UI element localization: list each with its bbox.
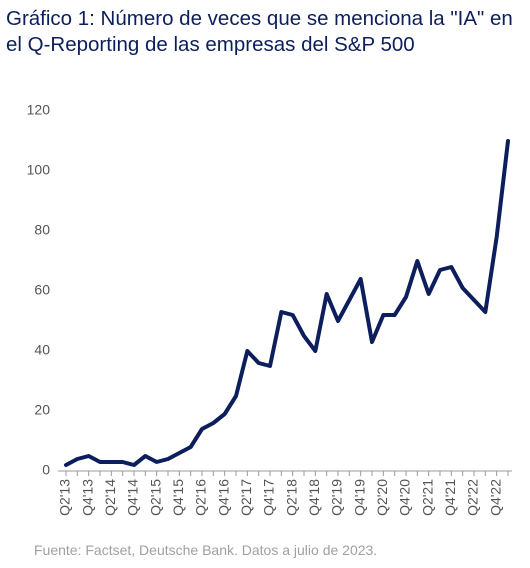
x-tick-label: Q4'20 <box>397 479 413 516</box>
chart: 0 20 40 60 80 100 120 Q2'13 Q4'13 Q2'14 Q4'14 Q2'15… <box>27 102 512 516</box>
x-tick-label: Q2'21 <box>419 479 435 516</box>
x-tick-label: Q4'17 <box>261 479 277 516</box>
y-tick-label: 100 <box>27 162 51 178</box>
x-tick-label: Q4'19 <box>351 479 367 516</box>
y-tick-label: 40 <box>34 342 50 358</box>
x-tick-label: Q2'20 <box>374 479 390 516</box>
x-tick-label: Q4'13 <box>79 479 95 516</box>
x-tick-label: Q2'15 <box>147 479 163 516</box>
x-tick-label: Q4'22 <box>487 479 503 516</box>
y-tick-label: 120 <box>27 102 51 118</box>
x-tick-label: Q4'21 <box>442 479 458 516</box>
y-tick-label: 0 <box>42 462 50 478</box>
chart-title: Gráfico 1: Número de veces que se mencio… <box>6 7 513 56</box>
y-tick-label: 60 <box>34 282 50 298</box>
data-line <box>64 139 510 467</box>
x-tick-label: Q2'16 <box>193 479 209 516</box>
x-tick-label: Q2'19 <box>329 479 345 516</box>
source-note: Fuente: Factset, Deutsche Bank. Datos a … <box>34 542 378 558</box>
x-tick-label: Q4'18 <box>306 479 322 516</box>
y-tick-label: 80 <box>34 222 50 238</box>
x-tick-label: Q4'16 <box>215 479 231 516</box>
x-tick-label: Q4'14 <box>125 479 141 516</box>
x-tick-label: Q2'14 <box>102 479 118 516</box>
y-tick-label: 20 <box>34 402 50 418</box>
x-tick-label: Q2'18 <box>283 479 299 516</box>
x-tick-label: Q2'22 <box>465 479 481 516</box>
x-tick-label: Q4'15 <box>170 479 186 516</box>
x-tick-label: Q2'17 <box>238 479 254 516</box>
x-tick-label: Q2'13 <box>57 479 73 516</box>
